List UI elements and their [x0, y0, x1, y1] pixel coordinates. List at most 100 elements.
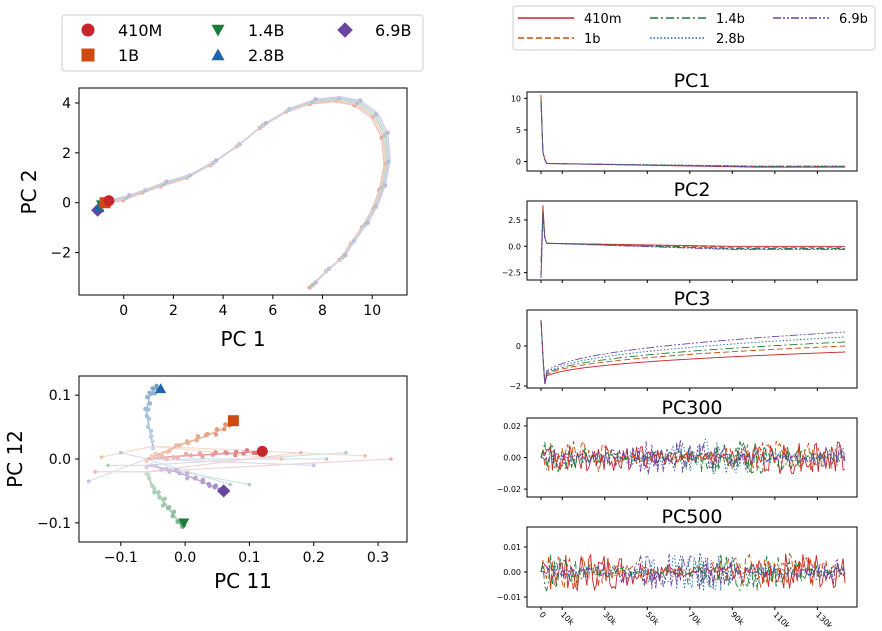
x-tick-label: 6 [268, 303, 277, 319]
spread-line-6.9b [88, 458, 147, 482]
trajectory-point-1b [144, 458, 149, 464]
y-tick-label: 0 [516, 158, 521, 167]
spread-point-1b [279, 457, 284, 461]
series-line-2.8b [540, 214, 845, 263]
x-tick-label: 0 [538, 610, 548, 620]
trajectory-point-6.9b [164, 179, 169, 184]
x-tick-label: 2 [169, 303, 178, 319]
trajectory-point-6.9b [144, 465, 149, 470]
line-legend: 410m 1b 1.4b 2.8b 6.9b [512, 5, 876, 51]
series-line-2.8b [540, 552, 846, 592]
trajectory-point-410m [210, 452, 215, 458]
pc11-pc12-xlabel: PC 11 [214, 569, 272, 593]
spread-point-410m [389, 457, 393, 461]
trajectory-point-1b [195, 434, 201, 439]
trajectory-point-6.9b [185, 476, 190, 481]
trajectory-point-2.8b [150, 439, 155, 444]
trajectory-line-6.9b [114, 96, 391, 284]
trajectory-point-2.8b [147, 390, 152, 395]
series-line-6.9b [540, 217, 845, 278]
subplot-lines [540, 437, 846, 476]
subplot-pc300: PC300 −0.02 0.00 0.02 [496, 397, 858, 500]
trajectory-point-1.4b [171, 509, 177, 514]
trajectory-point-2.8b [147, 401, 153, 406]
subplot-lines [540, 319, 846, 385]
trajectory-point-1b [153, 451, 158, 457]
endpoint-410m [103, 195, 115, 207]
trajectory-point-1.4b [165, 505, 171, 511]
trajectory-group [107, 95, 391, 290]
trajectory-point-410m [241, 451, 246, 456]
spread-point-410m [93, 469, 97, 474]
trajectory-point-410m [244, 448, 250, 453]
x-tick-label: −0.1 [104, 550, 138, 566]
spread-line-410m [146, 452, 301, 473]
trajectory-point-1b [185, 440, 191, 446]
spread-line-410m [146, 458, 391, 473]
legend-label-1.4b: 1.4B [248, 21, 284, 40]
x-tick-label: 70k [686, 610, 703, 627]
x-tick-label: 10k [559, 610, 576, 627]
trajectory-point-6.9b [358, 98, 363, 103]
pc1-pc2-axes [78, 87, 408, 296]
trajectory-point-6.9b [365, 220, 370, 225]
trajectory-point-6.9b [206, 481, 212, 487]
subplot-axes [526, 309, 858, 389]
trajectory-point-6.9b [213, 158, 219, 163]
trajectory-point-410m [224, 450, 229, 456]
trajectory-point-1.4b [175, 519, 180, 524]
subplot-pc2: PC2 −2.5 0.0 2.5 [502, 179, 858, 283]
x-tick-label: 0.0 [174, 550, 196, 566]
endpoint-1b [227, 415, 239, 427]
y-tick-label: −2.5 [502, 269, 521, 278]
trajectory-point-410m [197, 451, 203, 456]
endpoint-410m [256, 445, 268, 457]
subplot-pc500: PC500 −0.01 0.00 0.01 0 10k 30k 50k 70k 90k 110k 13… [496, 506, 858, 631]
x-tick-label: 90k [729, 610, 746, 627]
spread-point-1b [363, 454, 367, 458]
series-line-1.4b [540, 319, 846, 385]
series-line-1b [540, 208, 845, 263]
subplot-lines [540, 205, 845, 278]
x-tick-label: 30k [601, 610, 618, 627]
spread-point-2.8b [119, 450, 123, 455]
trajectory-point-1.4b [152, 486, 157, 491]
trajectory-point-1.4b [160, 503, 166, 508]
trajectory-point-6.9b [167, 469, 172, 474]
trajectory-point-2.8b [144, 413, 149, 419]
trajectory-point-1.4b [152, 490, 157, 495]
y-tick-label: 4 [62, 96, 71, 112]
trajectory-point-2.8b [150, 446, 156, 451]
pc11-pc12-panel: −0.1 0.0 0.1 0.2 0.3 −0.1 0.0 0.1 PC 11 PC 12 [3, 375, 408, 593]
x-tick-label: 10 [363, 303, 381, 319]
legend-label-1b: 1B [118, 46, 139, 65]
series-line-1.4b [540, 553, 846, 592]
series-line-1b [540, 319, 846, 385]
spread-point-1.4b [106, 463, 110, 468]
trajectory-point-6.9b [343, 252, 348, 258]
spread-point-6.9b [86, 479, 91, 484]
pc-timeseries-panels: PC1 0 5 10 PC2 −2.5 0.0 2.5 PC3 −2 0 PC300 −0.02 0.00… [496, 70, 858, 631]
y-tick-label: 10 [511, 94, 521, 103]
trajectory-point-1b [222, 426, 227, 432]
x-tick-label: 4 [219, 303, 228, 319]
legend-label-2.8b: 2.8b [716, 32, 745, 47]
series-line-6.9b [540, 439, 846, 475]
y-tick-label: −0.02 [496, 485, 521, 494]
trajectory-point-6.9b [149, 463, 154, 468]
scatter-legend: 410M 1B 1.4B 2.8B 6.9B [61, 14, 424, 72]
spread-point-6.9b [311, 463, 316, 468]
trajectory-point-6.9b [126, 193, 132, 198]
subplot-title: PC300 [662, 397, 723, 419]
pc1-pc2-ylabel: PC 2 [17, 169, 41, 214]
legend-label-2.8b: 2.8B [248, 46, 284, 65]
trajectory-point-1.4b [157, 495, 162, 500]
trajectory-point-6.9b [213, 483, 218, 488]
x-tick-label: 0.2 [303, 550, 325, 566]
legend-label-1b: 1b [584, 32, 601, 47]
y-tick-label: 2 [62, 146, 71, 162]
subplot-pc1: PC1 0 5 10 [511, 70, 858, 174]
subplot-lines [540, 95, 845, 168]
x-tick-label: 110k [771, 610, 792, 627]
spread-line-6.9b [146, 458, 314, 466]
